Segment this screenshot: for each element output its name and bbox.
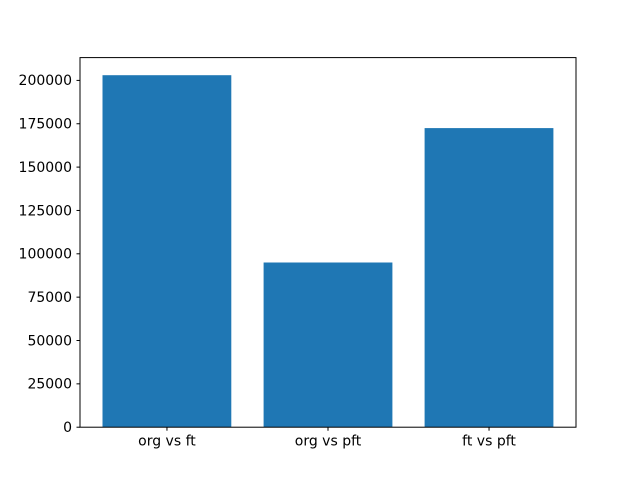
axes-box — [79, 57, 577, 428]
y-tick-label: 125000 — [19, 203, 72, 219]
y-tick-label: 200000 — [19, 73, 72, 89]
bar-org-vs-ft — [102, 75, 232, 428]
y-tick-label: 100000 — [19, 247, 72, 263]
x-tick-label: org vs pft — [295, 434, 362, 450]
y-tick-label: 175000 — [19, 117, 72, 133]
y-tick-label: 75000 — [27, 290, 72, 306]
y-tick-label: 0 — [63, 420, 72, 436]
bar-ft-vs-pft — [424, 128, 554, 428]
y-tick-label: 150000 — [19, 160, 72, 176]
bar-org-vs-pft — [263, 262, 393, 428]
y-tick-label: 25000 — [27, 377, 72, 393]
y-tick-label: 50000 — [27, 333, 72, 349]
x-tick-label: org vs ft — [138, 434, 196, 450]
x-tick-label: ft vs pft — [462, 434, 516, 450]
